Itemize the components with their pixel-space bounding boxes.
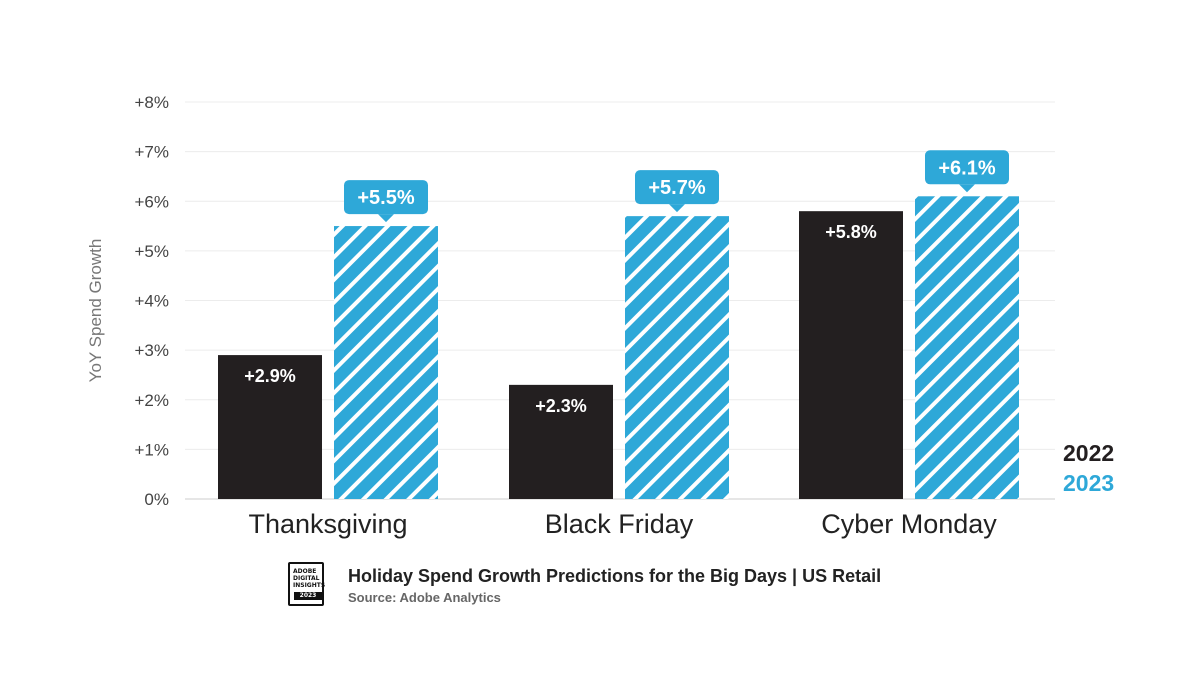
data-label: +5.7%: [648, 177, 705, 199]
data-label-bubble: [344, 180, 428, 215]
bars: +2.9% +5.5% +2.3% +5.7% +5.8% +6.1%: [218, 150, 1019, 500]
bar-2023-black-friday: [625, 216, 729, 499]
x-category-label: Cyber Monday: [821, 509, 997, 539]
data-label-pointer: [378, 214, 394, 223]
data-label: +5.8%: [825, 222, 877, 242]
gridlines: [185, 101, 1055, 500]
y-tick-label: +1%: [135, 440, 170, 459]
logo-line: Digital: [293, 575, 320, 582]
legend: 2022 2023: [1063, 440, 1114, 496]
y-tick-label: 0%: [144, 490, 169, 509]
data-label: +6.1%: [938, 157, 995, 179]
legend-entry-2023: 2023: [1063, 470, 1114, 496]
data-label-pointer: [959, 184, 975, 193]
data-label-pointer: [669, 204, 685, 213]
bar-2023-thanksgiving: [334, 226, 438, 499]
y-tick-label: +8%: [135, 93, 170, 112]
legend-entry-2022: 2022: [1063, 440, 1114, 466]
chart-title: Holiday Spend Growth Predictions for the…: [348, 566, 882, 586]
y-tick-label: +5%: [135, 242, 170, 261]
data-label-bubble: [635, 170, 719, 205]
data-label: +5.5%: [357, 187, 414, 209]
data-label: +2.9%: [244, 366, 296, 386]
bar-2022-thanksgiving: [218, 355, 322, 499]
adobe-digital-insights-badge-icon: Adobe Digital Insights 2023: [288, 562, 328, 610]
bar-2022-cyber-monday: [799, 211, 903, 500]
y-tick-label: +3%: [135, 341, 170, 360]
logo-year: 2023: [294, 592, 322, 600]
x-axis-categories: Thanksgiving Black Friday Cyber Monday: [248, 509, 997, 539]
y-axis-ticks: 0% +1% +2% +3% +4% +5% +6% +7% +8%: [135, 93, 170, 509]
logo-line: Insights: [293, 582, 326, 589]
x-category-label: Thanksgiving: [248, 509, 407, 539]
bar-chart: 0% +1% +2% +3% +4% +5% +6% +7% +8% YoY Spend Gro…: [86, 93, 1114, 539]
logo-line: Adobe: [293, 568, 317, 575]
y-axis-label: YoY Spend Growth: [86, 239, 105, 383]
y-tick-label: +2%: [135, 391, 170, 410]
x-category-label: Black Friday: [545, 509, 694, 539]
bar-2023-cyber-monday: [915, 196, 1019, 499]
y-tick-label: +7%: [135, 143, 170, 162]
data-label: +2.3%: [535, 396, 587, 416]
chart-source: Source: Adobe Analytics: [348, 590, 501, 605]
data-label-bubble: [925, 150, 1009, 185]
chart-footer: Adobe Digital Insights 2023 Holiday Spen…: [288, 562, 988, 612]
y-tick-label: +4%: [135, 292, 170, 311]
bar-2022-black-friday: [509, 384, 613, 499]
y-tick-label: +6%: [135, 192, 170, 211]
